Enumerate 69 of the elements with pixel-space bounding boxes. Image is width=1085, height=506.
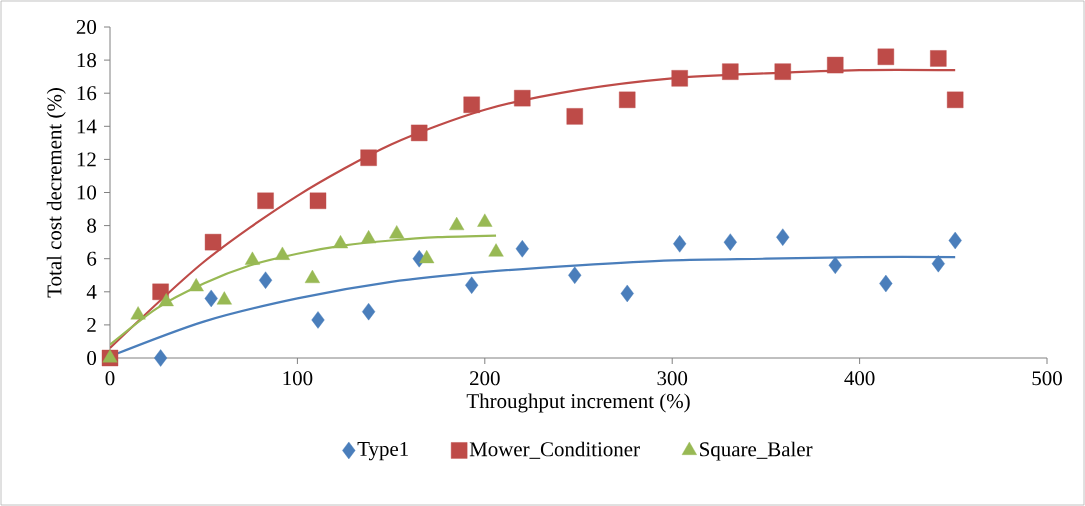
x-tick-label: 400 xyxy=(844,371,875,386)
y-tick-label: 12 xyxy=(77,152,96,167)
y-tick-label: 14 xyxy=(77,119,97,134)
point xyxy=(102,349,118,363)
y-tick-label: 6 xyxy=(87,251,97,266)
point xyxy=(671,70,688,87)
point xyxy=(879,274,893,293)
point xyxy=(488,243,504,257)
y-tick-label: 4 xyxy=(86,284,97,299)
point xyxy=(619,91,636,109)
point xyxy=(154,349,168,367)
point xyxy=(776,228,790,246)
point xyxy=(362,302,376,321)
point xyxy=(332,235,349,249)
point xyxy=(419,250,435,264)
point xyxy=(411,124,428,142)
x-tick-label: 200 xyxy=(470,371,500,386)
point xyxy=(568,266,582,284)
point xyxy=(477,213,493,227)
point xyxy=(948,231,962,250)
point xyxy=(722,63,739,80)
point xyxy=(309,192,327,209)
point xyxy=(244,251,260,265)
y-tick-label: 16 xyxy=(77,86,97,101)
x-tick-label: 300 xyxy=(657,371,688,386)
y-tick-label: 2 xyxy=(87,317,96,332)
point xyxy=(257,192,274,209)
point xyxy=(204,233,222,251)
y-tick-label: 0 xyxy=(87,350,97,366)
point xyxy=(360,149,377,166)
point xyxy=(946,91,964,109)
point xyxy=(723,233,737,251)
legend-label: Type1 xyxy=(357,441,408,461)
y-axis-title: Total cost decrement (%) xyxy=(46,88,66,298)
point xyxy=(514,89,531,107)
point xyxy=(877,48,895,65)
point xyxy=(130,306,146,320)
x-axis-title: Throughput increment (%) xyxy=(466,393,690,413)
y-tick-label: 10 xyxy=(77,185,97,200)
point xyxy=(361,230,377,244)
point xyxy=(449,216,465,231)
point xyxy=(673,235,687,253)
point xyxy=(566,108,583,125)
y-tick-label: 8 xyxy=(87,218,97,233)
legend-label: Mower_Conditioner xyxy=(469,441,640,459)
x-tick-label: 0 xyxy=(105,371,115,386)
point xyxy=(311,311,325,329)
legend-label: Square_Baler xyxy=(700,441,813,461)
y-tick-label: 20 xyxy=(76,19,97,35)
point xyxy=(204,289,218,308)
x-tick-label: 100 xyxy=(283,371,313,386)
point xyxy=(258,271,273,289)
point xyxy=(515,240,529,258)
point xyxy=(274,246,290,260)
point xyxy=(216,291,232,305)
point xyxy=(158,293,174,307)
point xyxy=(930,50,947,67)
x-tick-label: 500 xyxy=(1032,371,1062,386)
point xyxy=(828,256,842,275)
y-tick-label: 18 xyxy=(77,53,97,68)
point xyxy=(620,284,634,303)
point xyxy=(304,269,320,284)
point xyxy=(188,278,204,292)
point xyxy=(931,254,945,273)
point xyxy=(774,63,791,80)
point xyxy=(827,56,844,74)
point xyxy=(389,225,405,239)
point xyxy=(463,96,480,113)
point xyxy=(465,276,479,294)
